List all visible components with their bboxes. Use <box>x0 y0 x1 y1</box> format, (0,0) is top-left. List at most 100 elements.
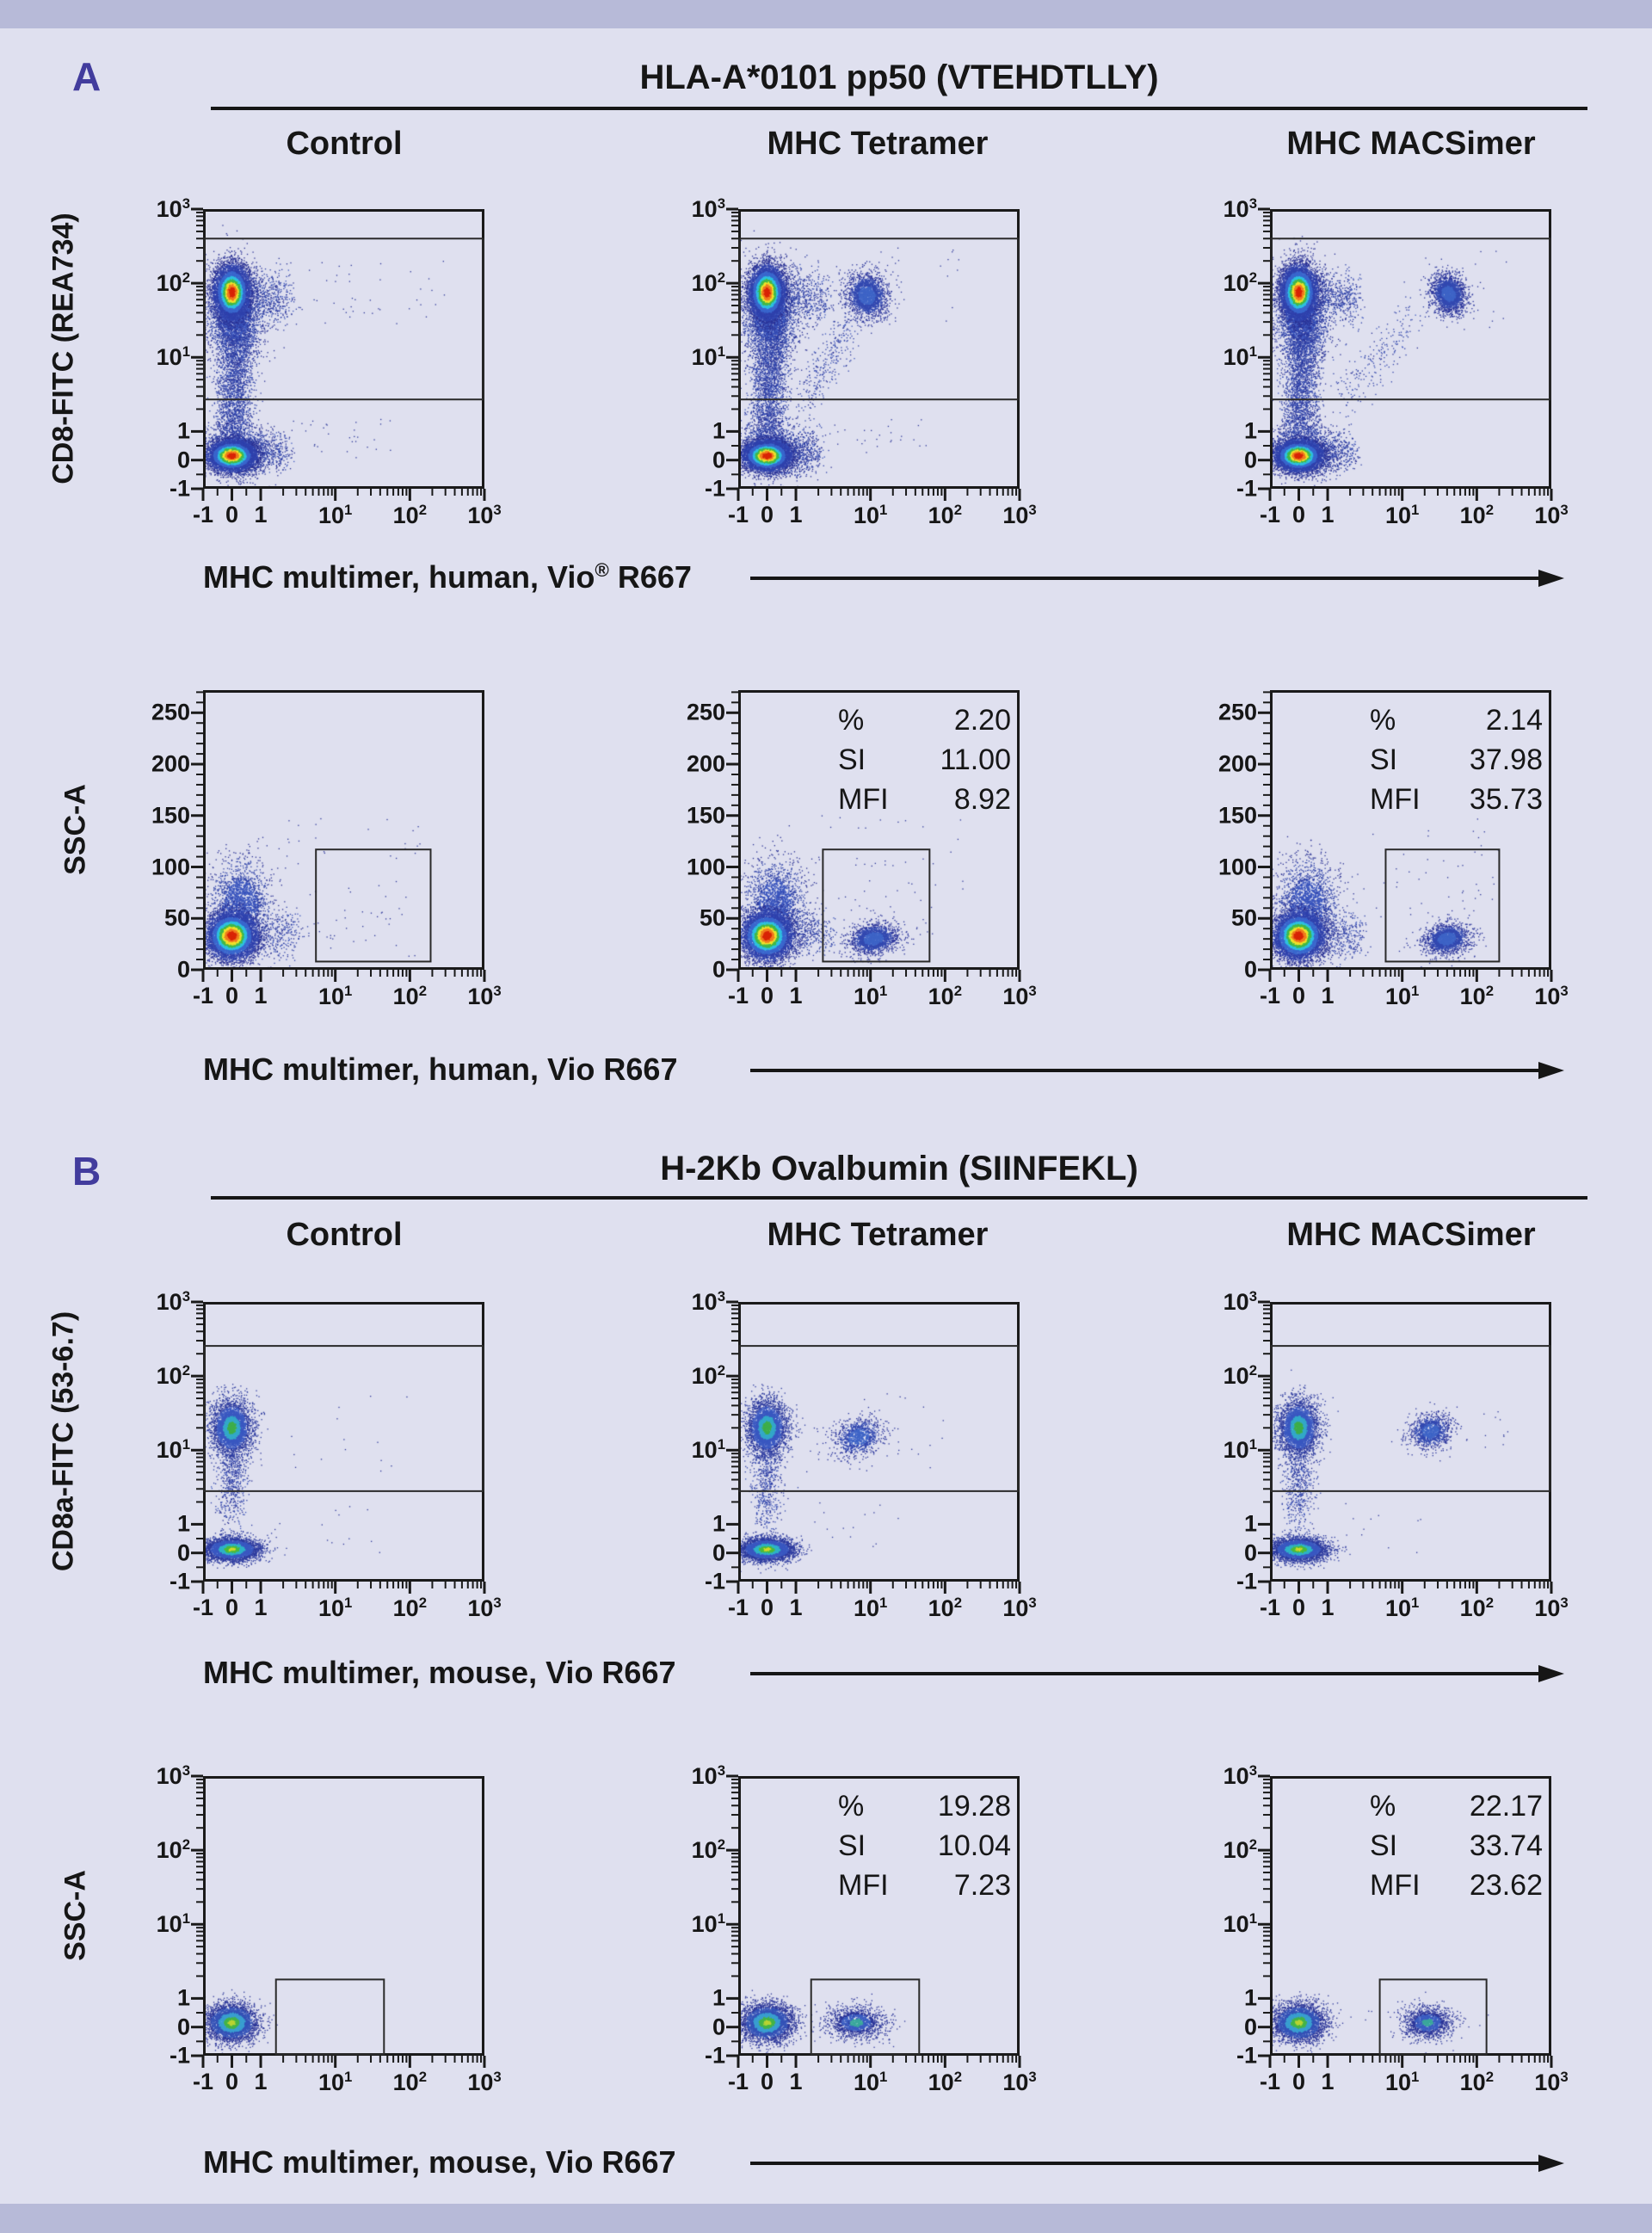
x-tick-label: -1 <box>727 2069 749 2094</box>
x-tick-label: 102 <box>928 2069 963 2095</box>
x-tick-label: 0 <box>225 983 239 1009</box>
arrowhead-icon <box>1538 1062 1564 1079</box>
stat-label-si: SI <box>838 743 866 776</box>
stat-label-pct: % <box>838 703 865 737</box>
density-canvas <box>738 1776 1020 2056</box>
x-tick-label: 1 <box>789 2069 803 2094</box>
x-tick-label: 0 <box>225 502 239 527</box>
stat-label-pct: % <box>838 1789 865 1823</box>
x-tick-label: 102 <box>392 2069 428 2095</box>
density-canvas <box>738 690 1020 970</box>
panel-a-letter: A <box>72 54 102 99</box>
stat-label-si: SI <box>838 1829 866 1862</box>
y-tick-label: 103 <box>1223 195 1257 222</box>
panel-b-title: H-2Kb Ovalbumin (SIINFEKL) <box>660 1150 1138 1187</box>
y-tick-label: 0 <box>1243 2014 1257 2040</box>
top-band <box>0 0 1652 28</box>
stat-row-mfi: MFI 8.92 <box>838 780 1011 819</box>
y-tick-label: 102 <box>691 269 725 297</box>
arrowhead-icon <box>1538 1665 1564 1682</box>
x-tick-label: -1 <box>192 2069 214 2094</box>
x-tick-label: 101 <box>854 2069 888 2095</box>
x-tick-label: 0 <box>225 2069 239 2094</box>
y-tick-label: 1 <box>176 1510 190 1537</box>
x-tick-label: 103 <box>467 1595 502 1621</box>
y-tick-label: 0 <box>1243 1539 1257 1566</box>
plot-frame <box>726 1774 1021 2068</box>
gate-rectangle <box>738 237 1020 401</box>
y-tick-label: 0 <box>176 2014 190 2040</box>
y-tick-label: 1 <box>712 1510 725 1537</box>
x-tick-label: -1 <box>727 983 749 1009</box>
y-tick-label: 0 <box>712 956 725 983</box>
plot-frame <box>726 690 1021 982</box>
plot-border <box>203 1302 484 1582</box>
x-tick-label: 103 <box>1534 2069 1569 2095</box>
y-tick-label: -1 <box>169 2042 190 2069</box>
x-tick-label: 103 <box>1534 983 1569 1009</box>
stat-row-pct: % 2.20 <box>838 700 1011 740</box>
x-tick-label: 101 <box>1385 502 1420 528</box>
flow-plot-b1-macsimer: -1 0 1 101 102 103 -1 0 1 101 102 103 <box>1224 1288 1569 1621</box>
y-tick-label: 0 <box>176 956 190 983</box>
stat-value-mfi: 23.62 <box>1469 1868 1543 1902</box>
gate-rectangle <box>1378 1978 1488 2056</box>
y-tick-label: 1 <box>1243 417 1257 444</box>
y-tick-label: 100 <box>1217 854 1257 879</box>
x-tick-label: 101 <box>1385 983 1420 1009</box>
x-tick-label: 102 <box>392 983 428 1009</box>
plot-frame <box>191 690 486 982</box>
panel-b-letter: B <box>72 1149 102 1194</box>
stat-value-si: 11.00 <box>940 743 1011 776</box>
stats-block: % 2.20 SI 11.00 MFI 8.92 <box>838 700 1011 819</box>
y-tick-label: 1 <box>1243 1984 1257 2011</box>
x-axis-arrow <box>750 570 1564 587</box>
plot-frame <box>191 1774 486 2068</box>
x-axis-arrow-label-a1: MHC multimer, human, Vio® R667 <box>203 559 692 595</box>
x-tick-label: 103 <box>467 983 502 1009</box>
gate-rectangle <box>203 1345 484 1492</box>
panel-a-title: HLA-A*0101 pp50 (VTEHDTLLY) <box>639 59 1159 96</box>
plot-border <box>738 209 1020 489</box>
y-tick-label: 101 <box>156 1910 190 1938</box>
x-tick-label: 1 <box>1321 983 1335 1009</box>
flow-plot-b2-macsimer: -1 0 1 101 102 103 -1 0 1 101 102 103% 22.17 SI 33.74 M… <box>1224 1762 1569 2095</box>
flow-plot-b1-control: -1 0 1 101 102 103 -1 0 1 101 102 103 <box>157 1288 502 1621</box>
stat-row-si: SI 10.04 <box>838 1826 1011 1866</box>
flow-plot-a1-control: -1 0 1 101 102 103 -1 0 1 101 102 103 <box>157 195 502 528</box>
y-tick-label: 102 <box>156 1836 190 1864</box>
x-tick-label: 102 <box>928 502 963 528</box>
gate-rectangle <box>810 1978 921 2056</box>
y-tick-label: 103 <box>156 1288 190 1315</box>
x-tick-label: 1 <box>254 1595 268 1620</box>
panel-a-col-control: Control <box>286 126 403 162</box>
panel-a-underline <box>211 107 1587 110</box>
y-tick-label: 200 <box>1217 750 1257 777</box>
y-tick-label: 101 <box>1223 1910 1257 1938</box>
stat-row-si: SI 11.00 <box>838 740 1011 780</box>
x-tick-label: 1 <box>1321 2069 1335 2094</box>
y-tick-label: 0 <box>712 2014 725 2040</box>
gate-rectangle <box>315 848 432 963</box>
y-tick-label: 50 <box>163 904 190 931</box>
y-tick-label: 102 <box>156 1362 190 1390</box>
x-tick-label: 103 <box>1002 1595 1037 1621</box>
x-tick-label: 102 <box>928 983 963 1009</box>
x-tick-label: 101 <box>318 1595 353 1621</box>
stat-label-si: SI <box>1370 1829 1398 1862</box>
stat-row-mfi: MFI 7.23 <box>838 1866 1011 1905</box>
stat-row-pct: % 22.17 <box>1370 1786 1543 1826</box>
y-tick-label: 0 <box>712 1539 725 1566</box>
density-canvas <box>203 1776 484 2056</box>
x-tick-label: -1 <box>192 502 214 527</box>
y-tick-label: 102 <box>691 1362 725 1390</box>
y-tick-label: 102 <box>1223 269 1257 297</box>
x-tick-label: 103 <box>1534 502 1569 528</box>
x-tick-label: 103 <box>1002 2069 1037 2095</box>
y-tick-label: 101 <box>691 343 725 371</box>
y-tick-label: -1 <box>704 2042 725 2069</box>
y-tick-label: 250 <box>1217 699 1257 725</box>
x-axis-arrow <box>750 1665 1564 1682</box>
y-tick-label: 101 <box>156 1436 190 1464</box>
density-canvas <box>738 209 1020 489</box>
